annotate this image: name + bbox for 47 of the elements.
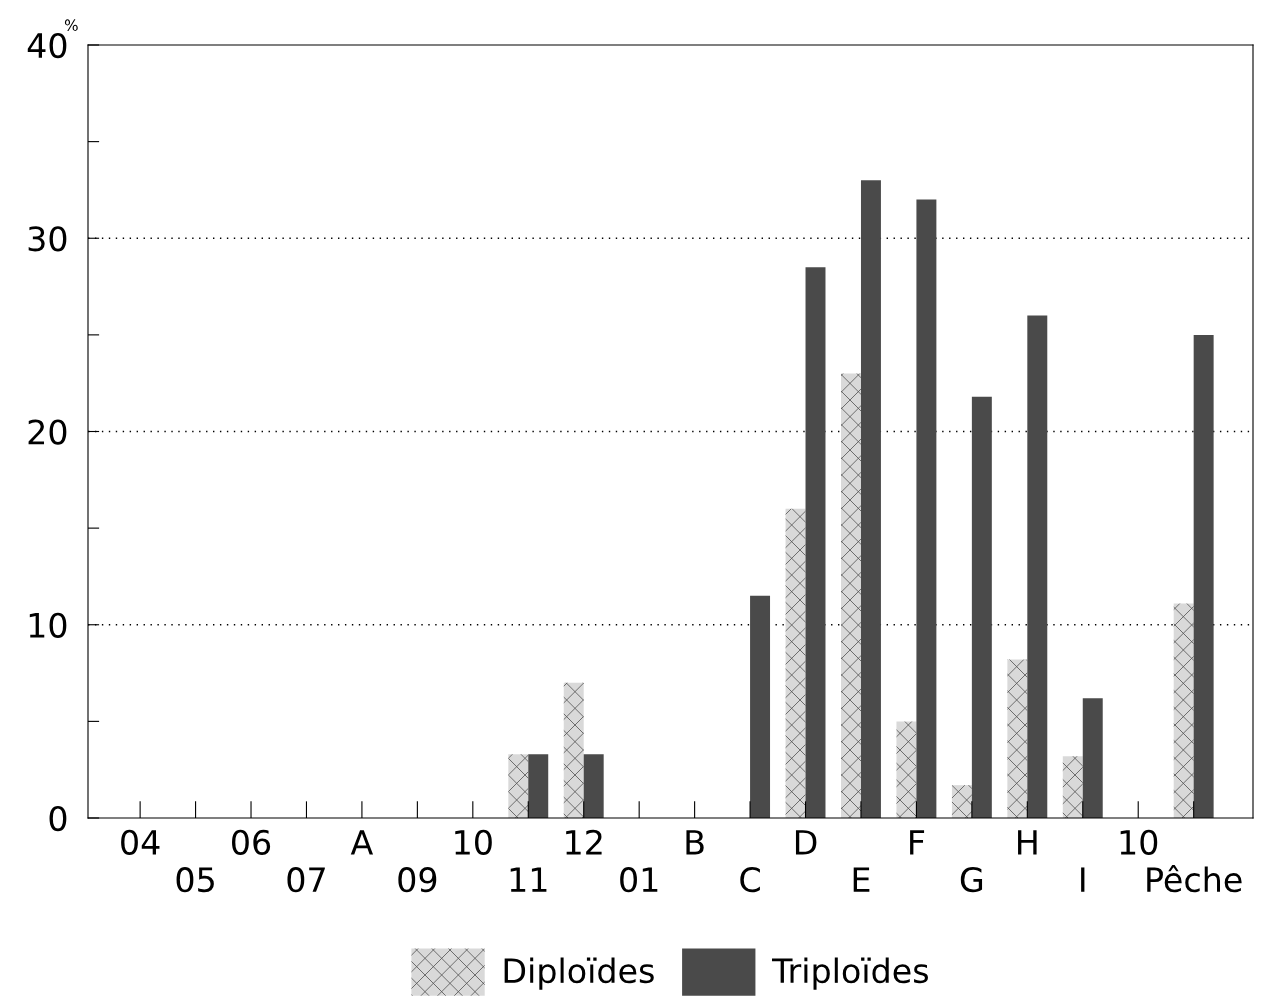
- y-axis-title: %: [64, 19, 78, 31]
- x-tick-label: 04: [121, 829, 160, 855]
- bar: [916, 199, 937, 818]
- legend-label: Diploïdes: [504, 957, 654, 990]
- bar: [971, 396, 992, 818]
- bar: [563, 682, 584, 818]
- bar: [1193, 334, 1214, 818]
- x-tick-label: 05: [176, 867, 214, 893]
- x-tick-label: D: [795, 830, 817, 855]
- y-tick-label: 20: [28, 419, 67, 445]
- legend-label: Triploïdes: [771, 957, 928, 990]
- bar: [528, 754, 549, 818]
- x-tick-label: I: [1081, 867, 1085, 892]
- x-tick-label: 01: [620, 867, 658, 893]
- bar: [785, 508, 806, 818]
- x-tick-label: F: [910, 830, 925, 855]
- bar: [1027, 315, 1048, 818]
- x-tick-label: 11: [510, 867, 547, 892]
- x-tick-label: C: [740, 867, 760, 893]
- bar: [1082, 698, 1103, 818]
- y-tick-label: 40: [27, 32, 67, 59]
- bar: [583, 754, 604, 818]
- x-tick-label: A: [350, 830, 374, 855]
- bar: [805, 267, 826, 818]
- x-tick-label: 12: [566, 829, 602, 855]
- bar: [951, 785, 972, 818]
- y-tick-label: 0: [49, 805, 67, 832]
- bar: [841, 373, 861, 818]
- bar: [1062, 756, 1083, 818]
- bar: [896, 721, 917, 818]
- bar: [1007, 659, 1028, 818]
- x-tick-label: H: [1018, 830, 1037, 855]
- bar: [1173, 603, 1194, 818]
- bar: [508, 754, 529, 818]
- bar: [750, 595, 771, 818]
- y-tick-label: 30: [28, 226, 67, 252]
- x-tick-label: G: [960, 867, 983, 893]
- x-tick-label: 10: [1120, 829, 1158, 855]
- x-tick-label: Pêche: [1147, 865, 1242, 893]
- x-tick-label: B: [686, 830, 704, 855]
- y-tick-label: 10: [29, 612, 67, 638]
- x-tick-label: 09: [398, 867, 437, 893]
- bar: [860, 180, 881, 818]
- x-tick-label: 10: [455, 829, 492, 855]
- x-tick-label: 07: [287, 867, 325, 893]
- x-tick-label: E: [853, 867, 870, 892]
- x-tick-label: 06: [232, 829, 271, 855]
